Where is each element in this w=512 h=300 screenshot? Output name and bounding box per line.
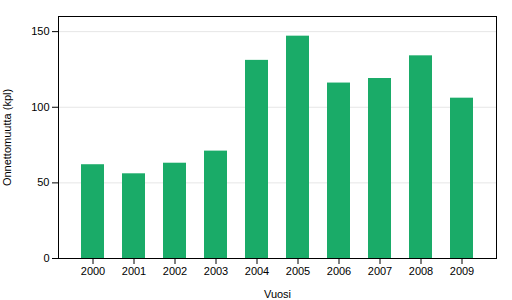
svg-text:2005: 2005: [286, 265, 310, 277]
svg-text:Vuosi: Vuosi: [264, 288, 291, 300]
svg-text:2006: 2006: [327, 265, 351, 277]
svg-text:2003: 2003: [204, 265, 228, 277]
svg-text:Onnettomuutta (kpl): Onnettomuutta (kpl): [1, 89, 13, 186]
svg-text:2002: 2002: [163, 265, 187, 277]
svg-text:2009: 2009: [450, 265, 474, 277]
svg-text:2004: 2004: [245, 265, 269, 277]
svg-text:0: 0: [43, 252, 49, 264]
svg-text:150: 150: [31, 25, 49, 37]
svg-text:2000: 2000: [81, 265, 105, 277]
svg-text:50: 50: [37, 176, 49, 188]
svg-text:2007: 2007: [368, 265, 392, 277]
svg-text:2001: 2001: [122, 265, 146, 277]
svg-text:100: 100: [31, 101, 49, 113]
svg-text:2008: 2008: [409, 265, 433, 277]
